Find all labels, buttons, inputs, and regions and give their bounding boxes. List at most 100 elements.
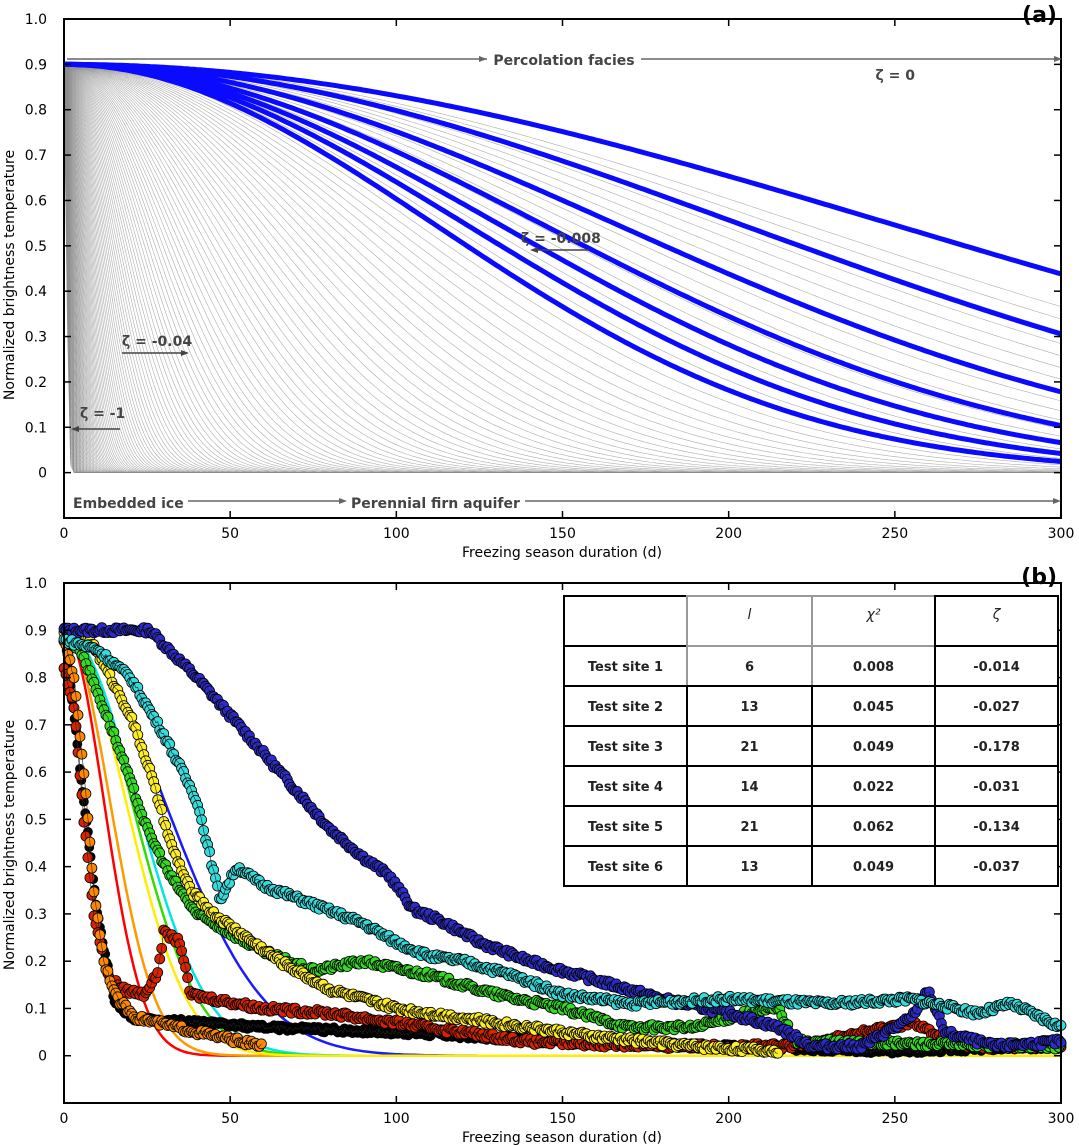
blue-curve [64,61,1062,429]
y-tick-label: 0.6 [25,765,47,781]
y-tick-label: 0.5 [25,812,47,828]
embedded-aquifer-arrows [188,498,1061,504]
x-tick-label: 100 [383,1111,410,1127]
zeta-1-arrow [71,426,120,432]
axis-ticks-b: 0 50 100 150 200 250 300 0 0.1 0.2 0.3 0.4 0.5 0.6 0.7… [25,576,1075,1127]
zeta-008-label: ζ = -0.008 [521,231,601,247]
y-axis-title-b: Normalized brightness temperature [2,720,18,970]
grey-curve [64,64,1061,471]
y-tick-label: 0.2 [25,954,47,970]
y-tick-label: 0.8 [25,103,47,119]
x-tick-label: 150 [549,1111,576,1127]
x-axis-title-b: Freezing season duration (d) [462,1130,662,1145]
table-value: -0.031 [973,780,1020,795]
table-value: -0.014 [973,660,1020,675]
grey-curve [64,64,1061,473]
table-value: 0.045 [853,700,894,715]
y-tick-label: 0.1 [25,420,47,436]
y-tick-label: 0.7 [25,718,47,734]
table-cell [934,845,1059,887]
table-header: ζ [992,607,1002,623]
grey-curve [64,64,1061,473]
y-tick-label: 1.0 [25,576,47,592]
grey-curve [64,64,1062,411]
y-tick-label: 0 [38,466,47,482]
table-value: 14 [740,780,758,795]
grey-curve [64,64,1062,472]
grey-curve [64,64,1061,473]
x-tick-label: 250 [881,526,908,542]
series-connector [63,627,1062,1050]
grey-curve [64,64,1062,368]
x-tick-label: 100 [383,526,410,542]
results-table: l χ² ζ Test site 1 6 0.008 -0.014 Test site 2 13… [563,595,1059,887]
y-tick-label: 0.9 [25,57,47,73]
table-value: -0.178 [973,740,1020,755]
aquifer-label: Perennial firn aquifer [351,496,520,512]
percolation-arrow [67,56,1062,62]
table-value: 13 [740,860,758,875]
grey-curve [64,64,1062,450]
table-value: Test site 5 [588,820,663,835]
y-tick-label: 0.4 [25,284,47,300]
table-value: 13 [740,700,758,715]
x-tick-label: 250 [881,1111,908,1127]
grey-curve [64,64,1062,470]
x-tick-label: 300 [1048,526,1075,542]
table-header: χ² [866,607,881,623]
y-tick-label: 0.2 [25,375,47,391]
axis-ticks-a: 0 50 100 150 200 250 300 0 0.1 0.2 0.3 0.4 0.5 0.6 0.7… [25,12,1075,542]
panel-label-b: (b) [1021,565,1057,590]
embedded-ice-label: Embedded ice [73,496,184,512]
table-value: 0.049 [853,860,894,875]
table-value: -0.027 [973,700,1020,715]
table-value: Test site 6 [588,860,663,875]
grey-curve [64,64,1061,473]
y-tick-label: 0.9 [25,623,47,639]
zeta-0-label: ζ = 0 [876,68,916,84]
series-connector [63,627,778,1054]
x-axis-title-a: Freezing season duration (d) [462,545,662,561]
grey-curve [63,64,1061,473]
table-header: l [748,607,752,623]
blue-model-curves [64,61,1062,464]
x-tick-label: 0 [60,526,69,542]
series-connector [63,638,1062,1028]
table-value: 21 [740,740,758,755]
table-value: Test site 4 [588,780,663,795]
zeta-04-arrow [122,350,189,356]
series-points [58,636,267,1052]
table-value: -0.134 [973,820,1020,835]
table-value: 0.049 [853,740,894,755]
grey-curve [64,64,1062,344]
table-value: -0.037 [973,860,1020,875]
grey-curve [64,64,1062,468]
blue-curve [64,61,1062,277]
grey-curve [64,64,1062,472]
zeta-008-arrow [530,247,589,253]
series-points [58,633,1067,1033]
table-value: Test site 1 [588,660,663,675]
table-value: 0.008 [853,660,894,675]
x-tick-label: 50 [221,1111,239,1127]
y-tick-label: 0.8 [25,671,47,687]
x-tick-label: 200 [715,1111,742,1127]
panel-label-a: (a) [1022,3,1057,28]
table-value: 0.062 [853,820,894,835]
x-tick-label: 50 [221,526,239,542]
table-value: Test site 3 [588,740,663,755]
table-value: 0.022 [853,780,894,795]
panel-b: 0 50 100 150 200 250 300 0 0.1 0.2 0.3 0.4 0.5 0.6 0.7… [2,565,1074,1145]
y-tick-label: 0.1 [25,1001,47,1017]
grey-curve [64,64,1062,307]
table-value: 21 [740,820,758,835]
series-connector [63,641,262,1047]
x-tick-label: 200 [715,526,742,542]
y-tick-label: 0.6 [25,193,47,209]
observation-points [58,622,1067,1059]
grey-curve [64,64,1062,466]
y-tick-label: 0.7 [25,148,47,164]
grey-curve [64,64,1061,473]
y-tick-label: 0 [38,1049,47,1065]
